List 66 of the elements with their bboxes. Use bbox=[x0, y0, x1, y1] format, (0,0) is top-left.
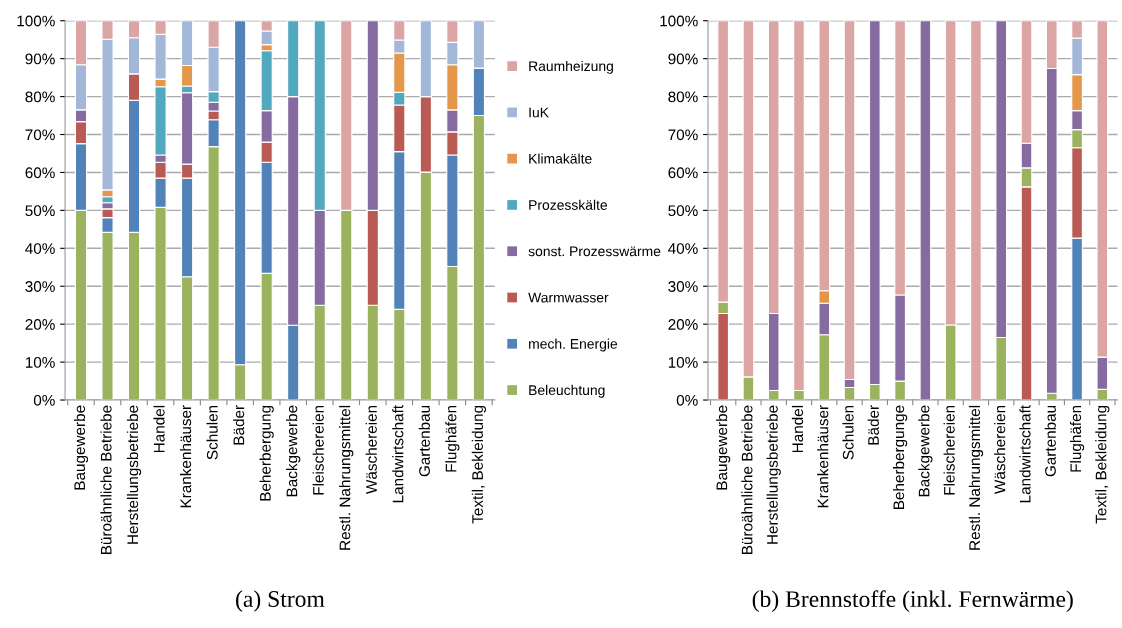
y-tick-label: 0% bbox=[676, 394, 698, 406]
y-tick-label: 70% bbox=[668, 129, 698, 141]
x-tick-label: Beherbergunge bbox=[892, 405, 908, 509]
x-tick-label: Herstellungsbetriebe bbox=[766, 405, 781, 544]
x-tick-label: Textil, Bekleidung bbox=[471, 405, 487, 524]
x-tick-label: Herstellungsbetriebe bbox=[126, 405, 142, 544]
x-tick-label: Handel bbox=[791, 405, 804, 453]
x-tick-label: Beherbergung bbox=[259, 405, 274, 501]
x-tick-label: Landwirtschaft bbox=[1019, 405, 1031, 503]
x-tick-label: Restl. Nahrungsmittel bbox=[339, 405, 354, 550]
y-tick-label: 20% bbox=[25, 319, 55, 330]
x-tick-label: Büroähnliche Betriebe bbox=[100, 405, 112, 554]
legend-label: mech. Energie bbox=[529, 338, 618, 352]
legend-label: Klimakälte bbox=[529, 153, 592, 164]
x-tick-label: Handel bbox=[153, 405, 165, 453]
y-tick-label: 10% bbox=[668, 356, 698, 368]
x-tick-label: Baugewerbe bbox=[716, 405, 731, 490]
y-tick-label: 30% bbox=[668, 281, 698, 292]
bar bbox=[919, 20, 932, 401]
x-tick-label: Wäschereien bbox=[994, 405, 1006, 494]
y-tick-label: 90% bbox=[668, 53, 698, 65]
x-tick-label: Bäder bbox=[867, 405, 879, 445]
x-tick-label: Flughäfen bbox=[1069, 405, 1085, 472]
y-tick-label: 0% bbox=[33, 394, 55, 406]
x-tick-label: Krankenhäuser bbox=[179, 405, 192, 508]
x-tick-label: Gartenbau bbox=[418, 405, 430, 477]
legend-label: IuK bbox=[529, 107, 549, 118]
y-tick-label: 100% bbox=[17, 15, 55, 27]
x-tick-label: Wäschereien bbox=[365, 405, 377, 494]
y-tick-label: 70% bbox=[25, 129, 55, 141]
x-tick-label: Schulen bbox=[206, 405, 218, 460]
x-tick-label: Fleischereien bbox=[943, 405, 955, 495]
legend-label: Prozesskälte bbox=[529, 199, 608, 210]
legend-label: Warmwasser bbox=[528, 292, 609, 303]
x-tick-label: Textil, Bekleidung bbox=[1095, 405, 1110, 524]
x-tick-label: Fleischereien bbox=[312, 405, 324, 495]
x-tick-label: Restl. Nahrungsmittel bbox=[968, 405, 984, 550]
x-tick-label: Flughäfen bbox=[445, 405, 460, 472]
bar bbox=[970, 20, 982, 401]
y-tick-label: 80% bbox=[25, 91, 55, 103]
y-tick-label: 20% bbox=[668, 319, 698, 330]
x-tick-label: Schulen bbox=[842, 405, 854, 460]
x-tick-label: Baugewerbe bbox=[73, 405, 89, 490]
x-tick-label: Büroähnliche Betriebe bbox=[741, 405, 753, 554]
text: (a) Strom bbox=[236, 590, 325, 612]
x-tick-label: Backgewerbe bbox=[286, 405, 301, 497]
legend-label: Beleuchtung bbox=[529, 384, 605, 398]
x-tick-label: Gartenbau bbox=[1044, 405, 1056, 477]
y-tick-label: 40% bbox=[668, 243, 698, 254]
y-tick-label: 50% bbox=[668, 205, 698, 217]
y-tick-label: 30% bbox=[25, 281, 55, 292]
x-tick-label: Krankenhäuser bbox=[817, 405, 829, 508]
x-tick-label: Landwirtschaft bbox=[392, 405, 404, 503]
legend-label: sonst. Prozesswärme bbox=[528, 246, 661, 257]
y-tick-label: 80% bbox=[668, 91, 698, 103]
text: (b) Brennstoffe (inkl. Fernwärme) bbox=[752, 590, 1073, 612]
y-tick-label: 60% bbox=[668, 167, 698, 179]
y-tick-label: 60% bbox=[25, 167, 55, 179]
legend-label: Raumheizung bbox=[529, 60, 613, 74]
y-tick-label: 100% bbox=[660, 15, 698, 27]
x-tick-label: Bäder bbox=[233, 405, 245, 445]
y-tick-label: 90% bbox=[25, 53, 55, 65]
y-tick-label: 50% bbox=[25, 205, 55, 217]
y-tick-label: 10% bbox=[25, 356, 55, 368]
y-tick-label: 40% bbox=[25, 243, 55, 254]
x-tick-label: Backgewerbe bbox=[918, 405, 933, 497]
